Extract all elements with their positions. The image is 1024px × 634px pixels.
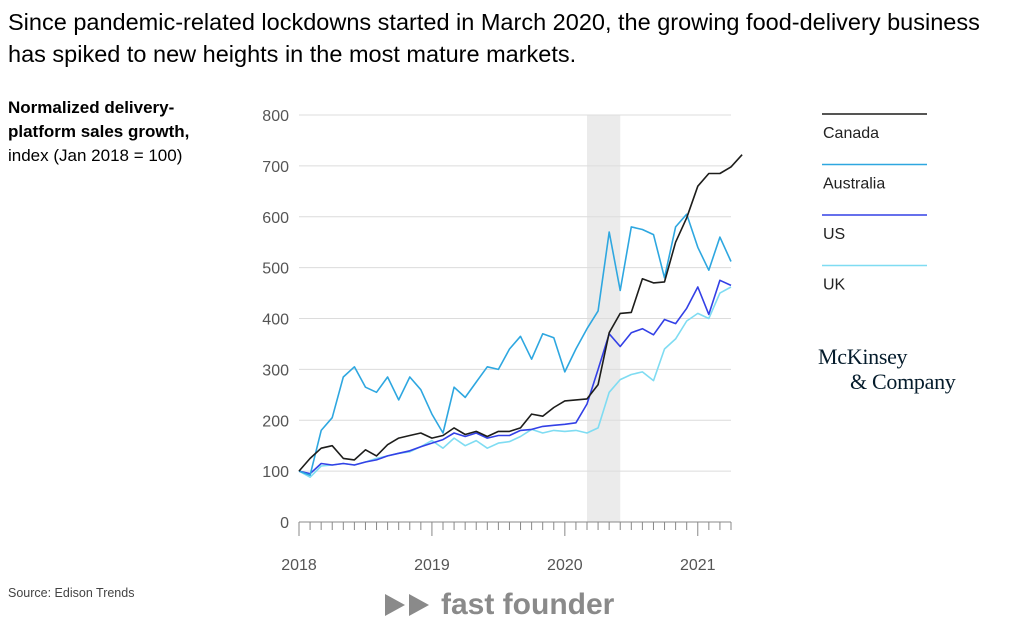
mckinsey-logo: McKinsey & Company: [818, 344, 956, 394]
logo-line-2: & Company: [850, 369, 956, 394]
series-line-australia: [298, 213, 732, 477]
legend-label-uk: UK: [823, 277, 846, 294]
series-line-canada: [298, 154, 743, 472]
legend-label-canada: Canada: [823, 125, 879, 142]
y-tick-label: 400: [262, 312, 289, 329]
y-axis-label: Normalized delivery-platform sales growt…: [8, 96, 208, 168]
y-tick-label: 0: [280, 515, 289, 532]
y-tick-label: 200: [262, 413, 289, 430]
chart-title: Since pandemic-related lockdowns started…: [8, 9, 980, 67]
source-note: Source: Edison Trends: [8, 586, 135, 600]
x-tick-label: 2019: [414, 557, 450, 574]
y-tick-label: 700: [262, 159, 289, 176]
series-line-uk: [298, 286, 732, 479]
x-tick-label: 2020: [547, 557, 583, 574]
fast-forward-icon: [385, 592, 433, 618]
y-tick-label: 800: [262, 108, 289, 125]
y-tick-label: 100: [262, 464, 289, 481]
y-tick-label: 300: [262, 362, 289, 379]
y-tick-label: 500: [262, 261, 289, 278]
series-line-us: [298, 279, 732, 475]
x-tick-label: 2021: [680, 557, 716, 574]
y-axis-label-bold: Normalized delivery-platform sales growt…: [8, 98, 190, 141]
legend-label-us: US: [823, 226, 845, 243]
y-tick-label: 600: [262, 210, 289, 227]
y-axis-label-rest: index (Jan 2018 = 100): [8, 146, 183, 165]
watermark: fast founder: [385, 588, 614, 622]
x-tick-label: 2018: [281, 557, 317, 574]
watermark-text: fast founder: [441, 588, 615, 621]
legend-label-australia: Australia: [823, 176, 885, 193]
logo-line-1: McKinsey: [818, 344, 908, 369]
